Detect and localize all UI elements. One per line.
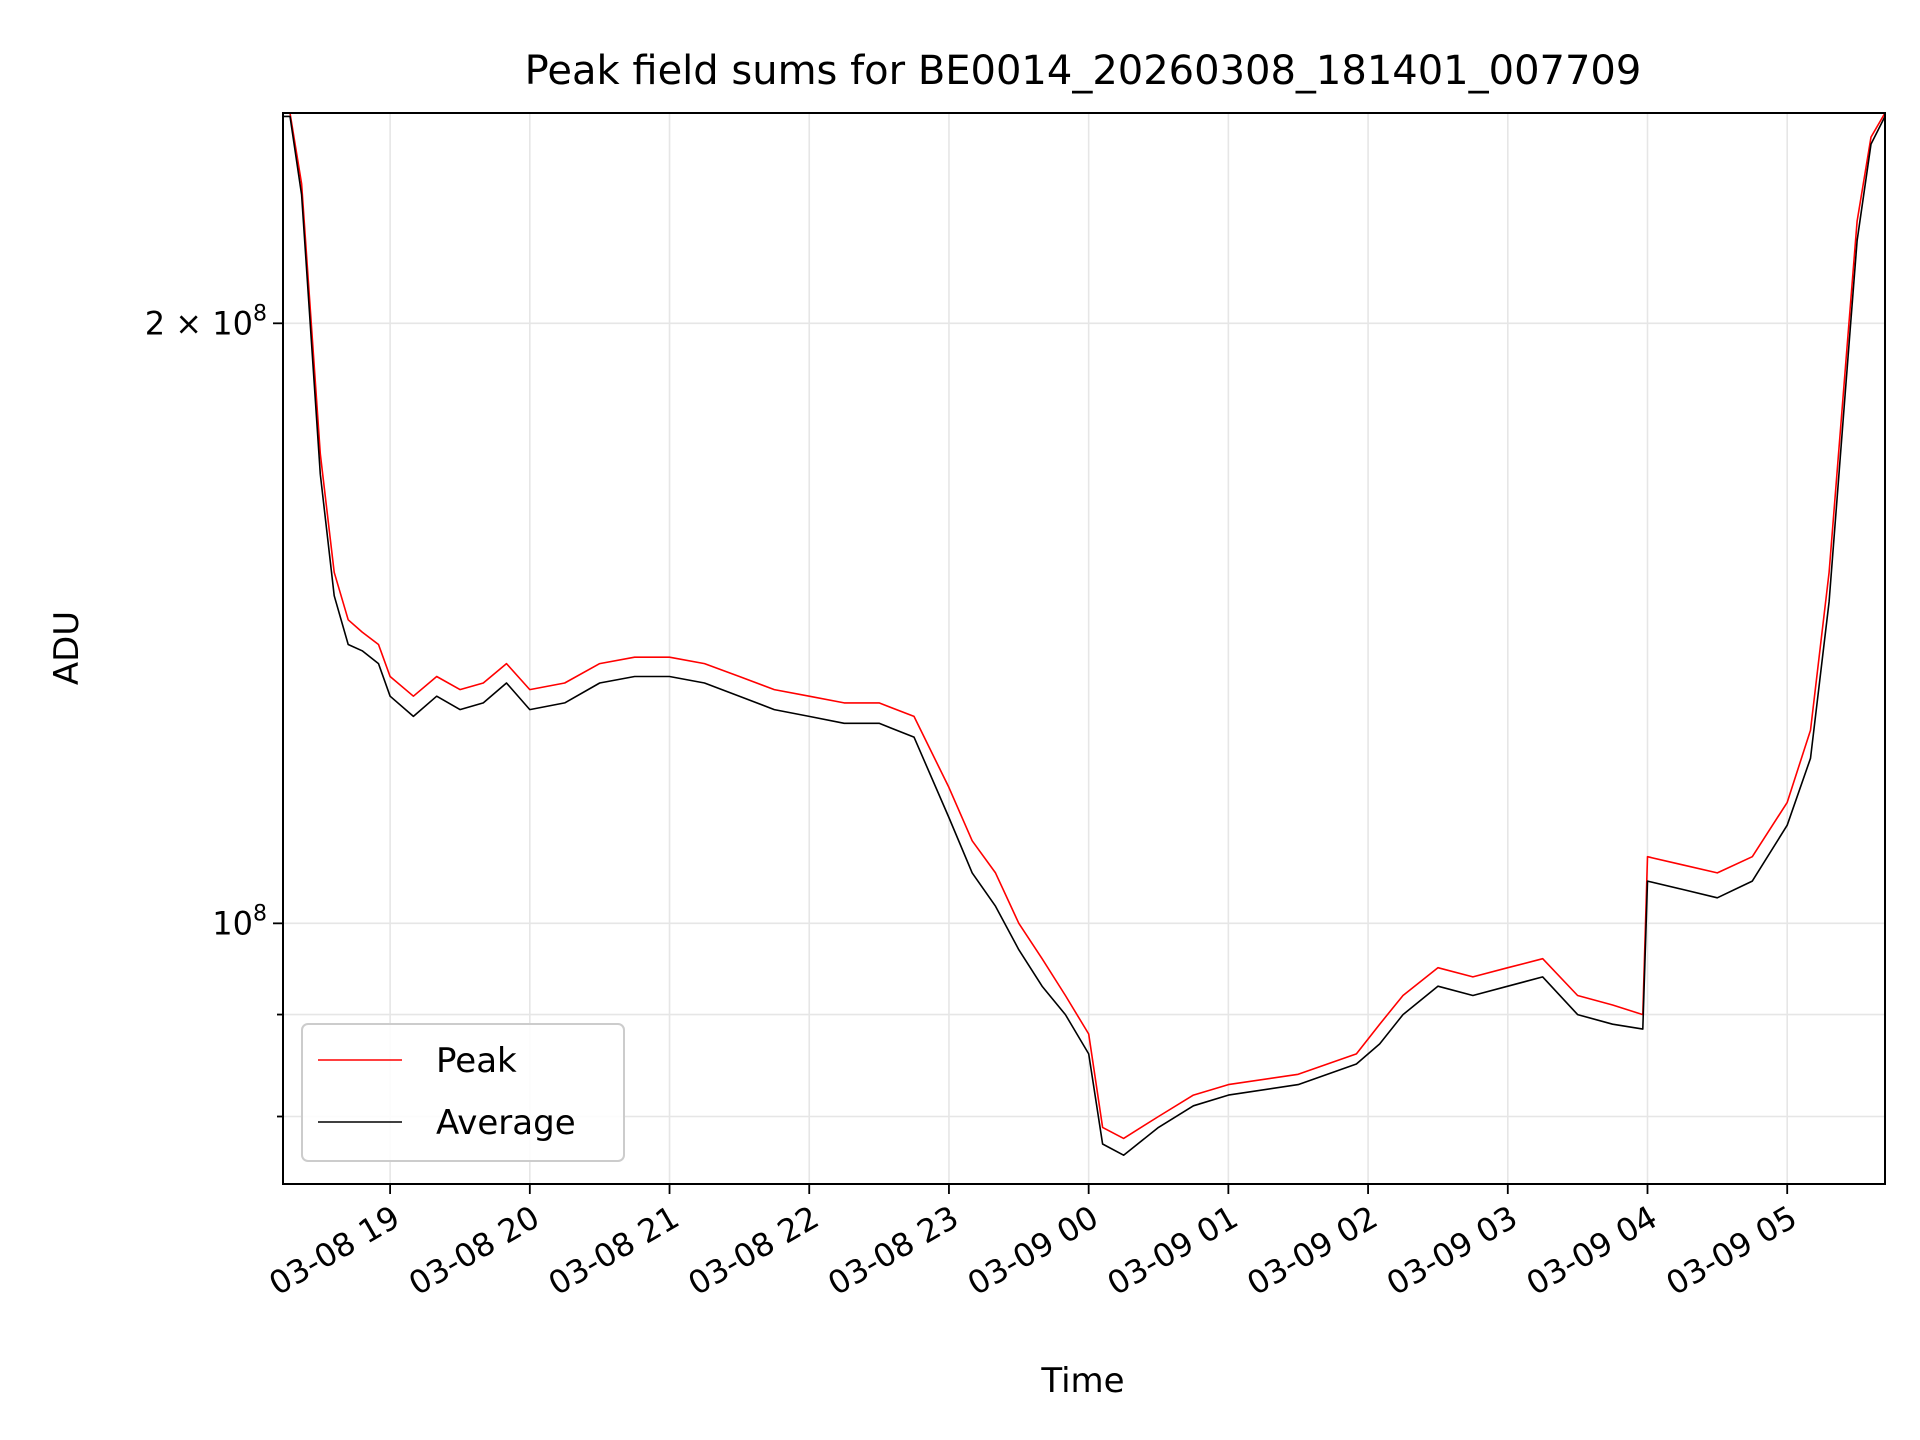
y-axis-label: ADU [47, 611, 87, 685]
series-line-peak [283, 113, 1885, 1140]
series-line-average [283, 115, 1885, 1156]
y-tick-label-exponent: 8 [253, 901, 267, 926]
y-tick-label-base: 10 [212, 904, 253, 942]
x-axis-label: Time [1040, 1361, 1124, 1401]
legend: Peak Average [301, 1023, 625, 1162]
chart-title: Peak field sums for BE0014_20260308_1814… [525, 48, 1642, 94]
plot-frame [282, 112, 1886, 1185]
y-tick-label-base: 2 × 10 [145, 304, 253, 342]
y-tick-label: 2 × 108 [145, 301, 267, 342]
legend-label-average: Average [436, 1103, 576, 1143]
legend-label-peak: Peak [436, 1041, 517, 1081]
y-tick-label-exponent: 8 [253, 301, 267, 326]
y-tick-label: 108 [212, 901, 267, 942]
series-area [283, 113, 1885, 1156]
grid [283, 113, 1885, 1184]
legend-box [301, 1023, 625, 1162]
